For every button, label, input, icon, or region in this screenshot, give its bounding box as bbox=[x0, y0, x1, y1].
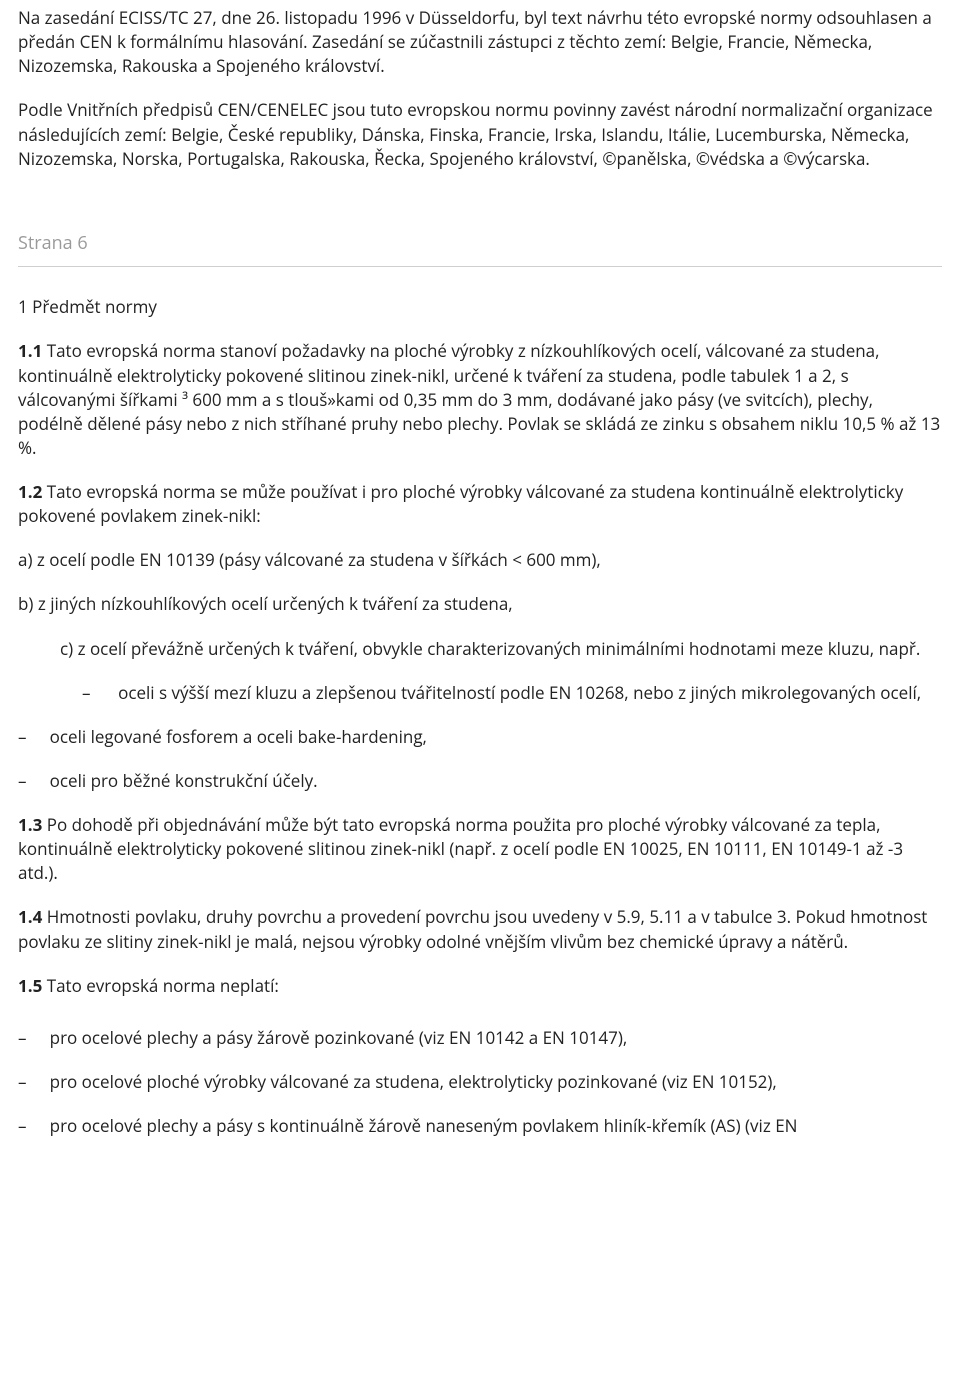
list-item-dash-2: – oceli pro běžné konstrukční účely. bbox=[18, 769, 942, 793]
page-divider bbox=[18, 266, 942, 267]
clause-1-4: 1.4 Hmotnosti povlaku, druhy povrchu a p… bbox=[18, 905, 942, 953]
list-item-dash-1-text: oceli legované fosforem a oceli bake-har… bbox=[50, 725, 427, 748]
clause-1-1: 1.1 Tato evropská norma stanoví požadavk… bbox=[18, 339, 942, 460]
list-item-neg-2: – pro ocelové ploché výrobky válcované z… bbox=[18, 1070, 942, 1094]
dash-icon: – bbox=[18, 725, 32, 749]
list-item-neg-2-text: pro ocelové ploché výrobky válcované za … bbox=[50, 1070, 777, 1093]
list-item-c: c) z ocelí převážně určených k tváření, … bbox=[18, 637, 942, 661]
clause-1-4-number: 1.4 bbox=[18, 905, 42, 928]
list-item-dash-c1: – oceli s výšší mezí kluzu a zlepšenou t… bbox=[18, 681, 942, 705]
clause-1-5-text: Tato evropská norma neplatí: bbox=[42, 974, 279, 997]
clause-1-3-text: Po dohodě při objednávání může být tato … bbox=[18, 813, 903, 884]
dash-icon: – bbox=[18, 1070, 32, 1094]
dash-icon: – bbox=[18, 1114, 32, 1138]
list-item-neg-3-text: pro ocelové plechy a pásy s kontinuálně … bbox=[50, 1114, 798, 1137]
dash-icon: – bbox=[18, 1026, 32, 1050]
list-item-dash-c1-text: oceli s výšší mezí kluzu a zlepšenou tvá… bbox=[118, 681, 921, 704]
list-item-a: a) z ocelí podle EN 10139 (pásy válcovan… bbox=[18, 548, 942, 572]
list-item-neg-3: – pro ocelové plechy a pásy s kontinuáln… bbox=[18, 1114, 942, 1138]
dash-icon: – bbox=[18, 769, 32, 793]
list-item-b: b) z jiných nízkouhlíkových ocelí určený… bbox=[18, 592, 942, 616]
clause-1-5-number: 1.5 bbox=[18, 974, 42, 997]
dash-icon: – bbox=[82, 681, 96, 705]
paragraph-intro-2: Podle Vnitřních předpisů CEN/CENELEC jso… bbox=[18, 98, 942, 170]
clause-1-2: 1.2 Tato evropská norma se může používat… bbox=[18, 480, 942, 528]
list-item-dash-2-text: oceli pro běžné konstrukční účely. bbox=[50, 769, 318, 792]
list-item-neg-1-text: pro ocelové plechy a pásy žárově pozinko… bbox=[50, 1026, 628, 1049]
list-item-neg-1: – pro ocelové plechy a pásy žárově pozin… bbox=[18, 1026, 942, 1050]
clause-1-1-number: 1.1 bbox=[18, 339, 42, 362]
clause-1-2-text: Tato evropská norma se může používat i p… bbox=[18, 480, 903, 527]
clause-1-3: 1.3 Po dohodě při objednávání může být t… bbox=[18, 813, 942, 885]
clause-1-1-text: Tato evropská norma stanoví požadavky na… bbox=[18, 339, 940, 459]
clause-1-4-text: Hmotnosti povlaku, druhy povrchu a prove… bbox=[18, 905, 927, 952]
page-marker: Strana 6 bbox=[18, 231, 942, 257]
list-item-dash-1: – oceli legované fosforem a oceli bake-h… bbox=[18, 725, 942, 749]
clause-1-5: 1.5 Tato evropská norma neplatí: bbox=[18, 974, 942, 998]
clause-1-2-number: 1.2 bbox=[18, 480, 42, 503]
paragraph-intro-1: Na zasedání ECISS/TC 27, dne 26. listopa… bbox=[18, 6, 942, 78]
section-heading: 1 Předmět normy bbox=[18, 295, 942, 319]
clause-1-3-number: 1.3 bbox=[18, 813, 42, 836]
